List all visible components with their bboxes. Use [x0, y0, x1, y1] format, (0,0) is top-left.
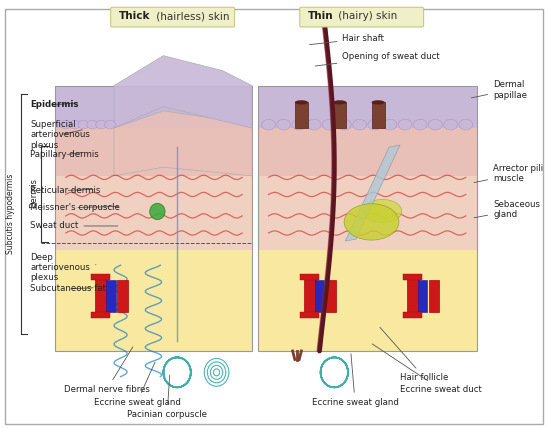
Bar [326, 279, 336, 312]
Ellipse shape [398, 119, 412, 130]
Ellipse shape [277, 119, 290, 130]
Bar [300, 312, 319, 318]
Ellipse shape [261, 119, 275, 130]
Text: Eccrine sweat gland: Eccrine sweat gland [94, 362, 180, 407]
Bar [117, 279, 128, 312]
Ellipse shape [96, 120, 107, 129]
Text: Pacinian corpuscle: Pacinian corpuscle [127, 375, 207, 419]
Text: Thick: Thick [119, 11, 150, 21]
Polygon shape [114, 111, 252, 176]
Text: Opening of sweat duct: Opening of sweat duct [315, 52, 440, 66]
Ellipse shape [459, 119, 472, 130]
Text: Dermal
papillae: Dermal papillae [471, 80, 527, 100]
Ellipse shape [383, 119, 397, 130]
Ellipse shape [444, 119, 458, 130]
Ellipse shape [60, 120, 71, 129]
Bar [300, 273, 319, 279]
Text: Meissner's corpuscle: Meissner's corpuscle [30, 203, 120, 212]
Text: Dermis: Dermis [30, 178, 38, 208]
Ellipse shape [322, 119, 336, 130]
Text: Dermal nerve fibres: Dermal nerve fibres [64, 347, 150, 394]
Bar [258, 86, 477, 351]
Text: Thin: Thin [308, 11, 334, 21]
Bar [106, 279, 116, 312]
Bar [55, 86, 252, 351]
Bar [258, 86, 477, 128]
Text: Subcutis hypodermis: Subcutis hypodermis [7, 174, 15, 254]
Bar [55, 128, 252, 176]
Text: Reticular dermis: Reticular dermis [30, 186, 100, 195]
Ellipse shape [344, 204, 399, 240]
Bar [418, 279, 427, 312]
Ellipse shape [363, 199, 402, 223]
Text: Sebaceous
gland: Sebaceous gland [474, 200, 540, 220]
Bar [92, 273, 110, 279]
Polygon shape [114, 56, 252, 128]
Polygon shape [345, 145, 400, 241]
Text: Sweat duct: Sweat duct [30, 221, 118, 231]
Ellipse shape [353, 119, 367, 130]
Bar [407, 276, 419, 315]
Text: Arrector pili
muscle: Arrector pili muscle [474, 163, 543, 183]
Ellipse shape [69, 120, 80, 129]
Text: Papillary dermis: Papillary dermis [30, 150, 99, 160]
Bar [295, 102, 308, 128]
Ellipse shape [295, 100, 308, 104]
Bar [55, 86, 252, 128]
Bar [95, 276, 107, 315]
Ellipse shape [372, 100, 385, 104]
Bar [372, 102, 385, 128]
Ellipse shape [150, 203, 165, 220]
Bar [258, 250, 477, 351]
Bar [92, 312, 110, 318]
Text: (hairy) skin: (hairy) skin [335, 11, 398, 21]
Text: Eccrine sweat duct: Eccrine sweat duct [372, 344, 482, 394]
Bar [258, 128, 477, 176]
Text: Subcutaneous fat: Subcutaneous fat [30, 284, 106, 294]
Bar [403, 312, 422, 318]
Ellipse shape [338, 119, 351, 130]
FancyBboxPatch shape [300, 7, 424, 27]
Ellipse shape [292, 119, 306, 130]
Bar [333, 102, 346, 128]
Text: Eccrine sweat gland: Eccrine sweat gland [312, 354, 398, 407]
Ellipse shape [333, 100, 346, 104]
Text: Deep
arteriovenous
plexus: Deep arteriovenous plexus [30, 253, 96, 282]
Bar [55, 250, 252, 351]
Bar [304, 276, 316, 315]
Bar [258, 176, 477, 250]
FancyBboxPatch shape [111, 7, 235, 27]
Text: Hair follicle: Hair follicle [380, 327, 448, 382]
Bar [429, 279, 439, 312]
Ellipse shape [368, 119, 381, 130]
Bar [315, 279, 324, 312]
Bar [55, 176, 252, 250]
Text: Hair shaft: Hair shaft [310, 34, 385, 45]
Ellipse shape [307, 119, 321, 130]
Text: Superficial
arteriovenous
plexus: Superficial arteriovenous plexus [30, 120, 90, 150]
Ellipse shape [87, 120, 98, 129]
Text: (hairless) skin: (hairless) skin [153, 11, 230, 21]
Text: Epidermis: Epidermis [30, 100, 79, 110]
Ellipse shape [78, 120, 89, 129]
Ellipse shape [429, 119, 442, 130]
Ellipse shape [105, 120, 116, 129]
Bar [403, 273, 422, 279]
Ellipse shape [413, 119, 427, 130]
